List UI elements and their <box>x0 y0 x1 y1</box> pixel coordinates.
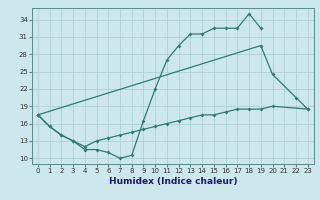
X-axis label: Humidex (Indice chaleur): Humidex (Indice chaleur) <box>108 177 237 186</box>
